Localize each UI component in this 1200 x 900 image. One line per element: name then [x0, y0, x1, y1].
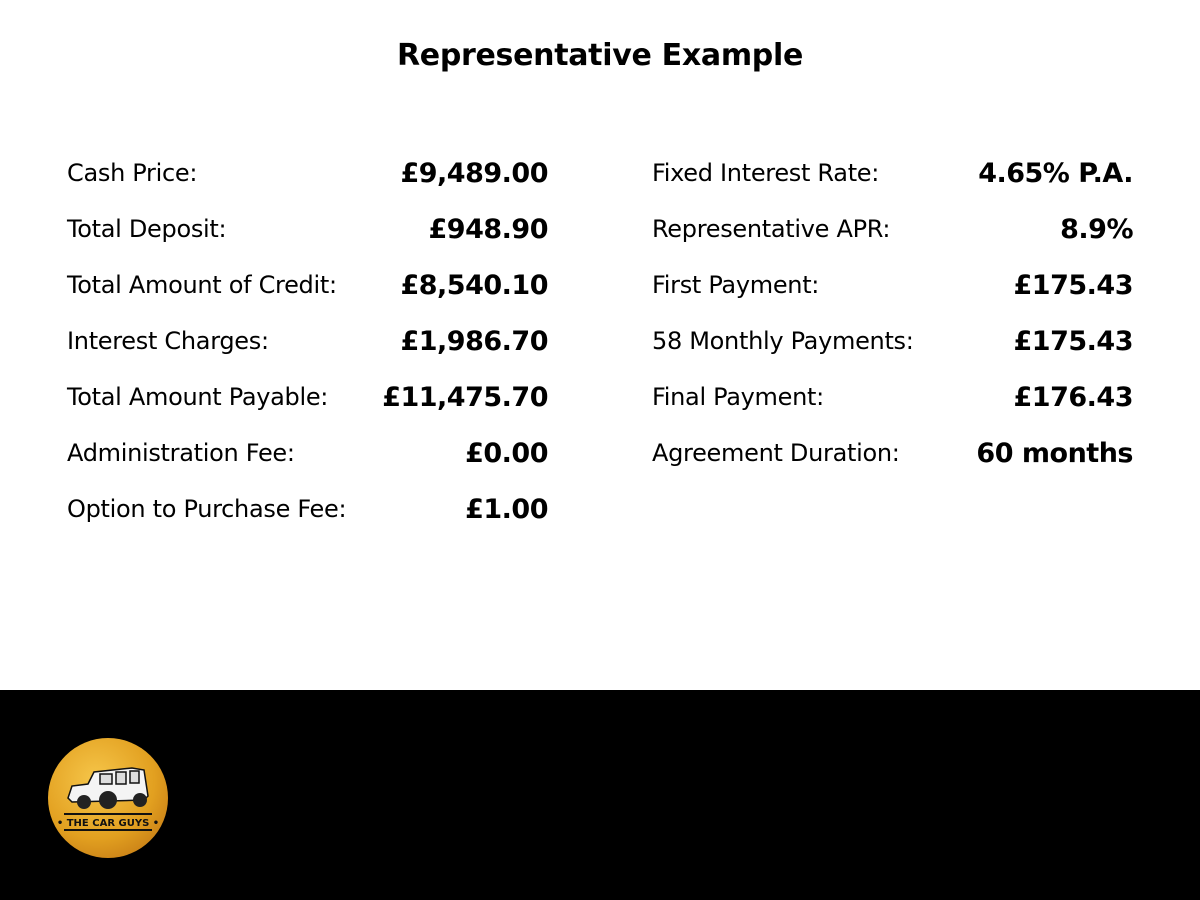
row-total-credit: Total Amount of Credit: £8,540.10 — [67, 257, 548, 313]
value: £8,540.10 — [400, 269, 548, 301]
label: Total Amount of Credit: — [67, 271, 337, 299]
row-interest-rate: Fixed Interest Rate: 4.65% P.A. — [652, 145, 1133, 201]
label: Administration Fee: — [67, 439, 295, 467]
value: 8.9% — [1060, 213, 1133, 245]
label: First Payment: — [652, 271, 820, 299]
value: £9,489.00 — [400, 157, 548, 189]
label: Final Payment: — [652, 383, 824, 411]
label: Agreement Duration: — [652, 439, 900, 467]
row-final-payment: Final Payment: £176.43 — [652, 369, 1134, 425]
value: £1,986.70 — [400, 325, 548, 357]
label: Representative APR: — [652, 215, 891, 243]
row-total-deposit: Total Deposit: £948.90 — [67, 201, 549, 257]
label: 58 Monthly Payments: — [652, 327, 914, 355]
finance-details-right: Fixed Interest Rate: 4.65% P.A. Represent… — [652, 145, 1134, 481]
row-option-fee: Option to Purchase Fee: £1.00 — [67, 481, 548, 537]
value: £11,475.70 — [382, 381, 548, 413]
page-title: Representative Example — [396, 38, 804, 73]
value: £0.00 — [465, 437, 548, 469]
value: £948.90 — [428, 213, 549, 245]
label: Total Deposit: — [67, 215, 227, 243]
footer: • THE CAR GUYS • — [0, 690, 1200, 900]
label: Option to Purchase Fee: — [67, 495, 347, 523]
row-apr: Representative APR: 8.9% — [652, 201, 1133, 257]
row-total-payable: Total Amount Payable: £11,475.70 — [67, 369, 548, 425]
value: £175.43 — [1013, 325, 1134, 357]
label: Fixed Interest Rate: — [652, 159, 880, 187]
value: £175.43 — [1013, 269, 1134, 301]
row-interest-charges: Interest Charges: £1,986.70 — [67, 313, 548, 369]
value: £1.00 — [465, 493, 548, 525]
row-cash-price: Cash Price: £9,489.00 — [67, 145, 548, 201]
label: Total Amount Payable: — [67, 383, 329, 411]
label: Interest Charges: — [67, 327, 269, 355]
row-duration: Agreement Duration: 60 months — [652, 425, 1133, 481]
svg-text:• THE CAR GUYS •: • THE CAR GUYS • — [57, 818, 159, 829]
car-icon: • THE CAR GUYS • — [57, 767, 159, 831]
row-monthly-payments: 58 Monthly Payments: £175.43 — [652, 313, 1134, 369]
row-admin-fee: Administration Fee: £0.00 — [67, 425, 548, 481]
finance-details-left: Cash Price: £9,489.00 Total Deposit: £948.… — [67, 145, 549, 537]
brand-logo: • THE CAR GUYS • — [48, 738, 168, 858]
row-first-payment: First Payment: £175.43 — [652, 257, 1134, 313]
value: 4.65% P.A. — [978, 157, 1133, 189]
value: 60 months — [976, 437, 1133, 469]
value: £176.43 — [1013, 381, 1134, 413]
label: Cash Price: — [67, 159, 198, 187]
